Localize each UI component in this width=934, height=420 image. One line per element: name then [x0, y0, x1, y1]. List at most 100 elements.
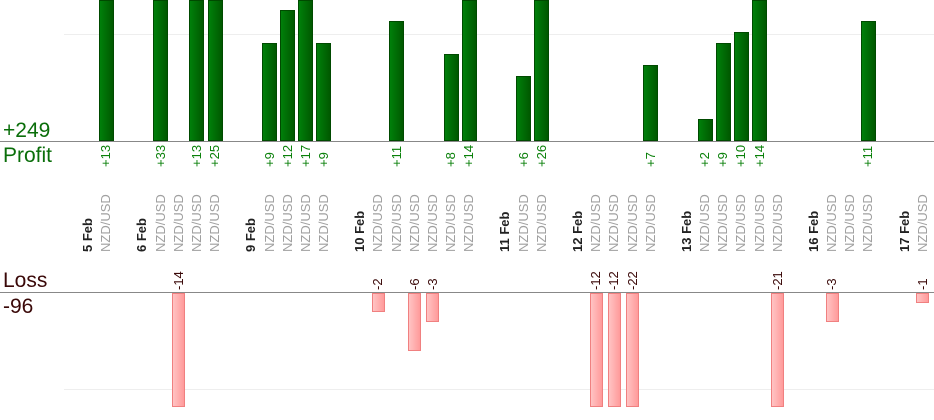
symbol-label: NZD/USD	[751, 194, 767, 252]
profit-value-label: +2	[697, 152, 713, 167]
symbol-label: NZD/USD	[424, 194, 440, 252]
symbol-label: NZD/USD	[588, 194, 604, 252]
symbol-label: NZD/USD	[370, 194, 386, 252]
profit-value-label: +9	[261, 152, 277, 167]
loss-value-label: -12	[588, 271, 604, 290]
loss-bar	[426, 293, 440, 323]
profit-value-label: +9	[715, 152, 731, 167]
symbol-label: NZD/USD	[261, 194, 277, 252]
profit-value-label: +9	[315, 152, 331, 167]
loss-value-label: -12	[606, 271, 622, 290]
profit-bar	[280, 10, 296, 141]
date-label: 11 Feb	[497, 211, 513, 252]
profit-value-label: +11	[860, 145, 876, 167]
loss-bar	[916, 293, 930, 303]
loss-value-label: -22	[624, 271, 640, 290]
loss-label: Loss	[3, 269, 48, 292]
symbol-label: NZD/USD	[533, 194, 549, 252]
symbol-label: NZD/USD	[769, 194, 785, 252]
date-label: 17 Feb	[896, 210, 912, 252]
loss-bar	[607, 293, 621, 407]
profit-value-label: +26	[533, 144, 549, 167]
date-label: 12 Feb	[570, 210, 586, 252]
profit-value-label: +6	[515, 152, 531, 167]
profit-total: +249	[3, 119, 51, 142]
loss-value-label: -2	[370, 278, 386, 290]
profit-panel	[0, 0, 934, 141]
loss-gridline	[64, 389, 934, 390]
profit-bar	[262, 42, 277, 141]
profit-bar	[733, 32, 749, 141]
profit-gridline	[64, 34, 934, 35]
profit-value-label: +7	[642, 152, 658, 167]
profit-bar	[534, 0, 550, 141]
symbol-label: NZD/USD	[188, 194, 204, 252]
profit-baseline	[0, 141, 934, 142]
symbol-label: NZD/USD	[733, 194, 749, 252]
symbol-label: NZD/USD	[152, 194, 168, 252]
symbol-label: NZD/USD	[715, 194, 731, 252]
loss-value-label: -3	[824, 278, 840, 290]
profit-value-label: +25	[207, 144, 223, 167]
loss-value-label: -14	[170, 271, 186, 290]
profit-bar	[316, 42, 332, 141]
symbol-label: NZD/USD	[315, 194, 331, 252]
symbol-label: NZD/USD	[388, 194, 404, 252]
symbol-label: NZD/USD	[170, 194, 186, 252]
symbol-label: NZD/USD	[860, 194, 876, 252]
symbol-label: NZD/USD	[406, 194, 422, 252]
profit-bar	[98, 0, 114, 141]
profit-value-label: +11	[388, 145, 404, 167]
profit-bar	[697, 119, 713, 141]
profit-value-label: +14	[461, 144, 477, 167]
profit-bar	[153, 0, 169, 141]
loss-bar	[408, 293, 422, 352]
profit-bar	[860, 21, 876, 141]
symbol-label: NZD/USD	[642, 194, 658, 252]
profit-bar	[461, 0, 477, 141]
profit-value-label: +14	[751, 144, 767, 167]
profit-bar	[443, 53, 459, 141]
profit-bar	[643, 64, 659, 141]
loss-panel	[0, 293, 934, 407]
loss-value-label: -6	[406, 278, 422, 290]
loss-baseline	[0, 292, 934, 293]
loss-value-label: -3	[424, 278, 440, 290]
symbol-label: NZD/USD	[515, 194, 531, 252]
profit-value-label: +10	[733, 144, 749, 167]
symbol-label: NZD/USD	[461, 194, 477, 252]
date-label: 13 Feb	[678, 210, 694, 252]
profit-value-label: +17	[297, 144, 313, 167]
symbol-label: NZD/USD	[297, 194, 313, 252]
loss-bar	[589, 293, 603, 407]
loss-value-label: -21	[769, 271, 785, 290]
loss-total: -96	[3, 295, 34, 318]
profit-bar	[189, 0, 205, 141]
loss-bar	[371, 293, 385, 313]
symbol-label: NZD/USD	[606, 194, 622, 252]
profit-value-label: +12	[279, 144, 295, 167]
loss-bar	[771, 293, 785, 407]
date-label: 10 Feb	[352, 210, 368, 252]
loss-bar	[626, 293, 639, 407]
date-label: 6 Feb	[134, 218, 150, 252]
symbol-label: NZD/USD	[279, 194, 295, 252]
symbol-label: NZD/USD	[842, 194, 858, 252]
profit-value-label: +13	[98, 144, 114, 167]
profit-bar	[752, 0, 768, 141]
profit-value-label: +8	[443, 152, 458, 167]
date-label: 16 Feb	[806, 210, 821, 252]
symbol-label: NZD/USD	[98, 194, 114, 252]
profit-bar	[516, 75, 532, 141]
loss-bar	[825, 293, 839, 323]
profit-bar	[207, 0, 223, 141]
profit-value-label: +33	[152, 144, 168, 167]
profit-value-label: +13	[188, 144, 204, 167]
symbol-label: NZD/USD	[207, 194, 223, 252]
loss-value-label: -1	[914, 278, 930, 290]
date-label: 5 Feb	[80, 218, 95, 252]
symbol-label: NZD/USD	[624, 194, 640, 252]
profit-bar	[389, 21, 405, 141]
symbol-label: NZD/USD	[914, 194, 930, 252]
profit-label: Profit	[3, 144, 53, 167]
